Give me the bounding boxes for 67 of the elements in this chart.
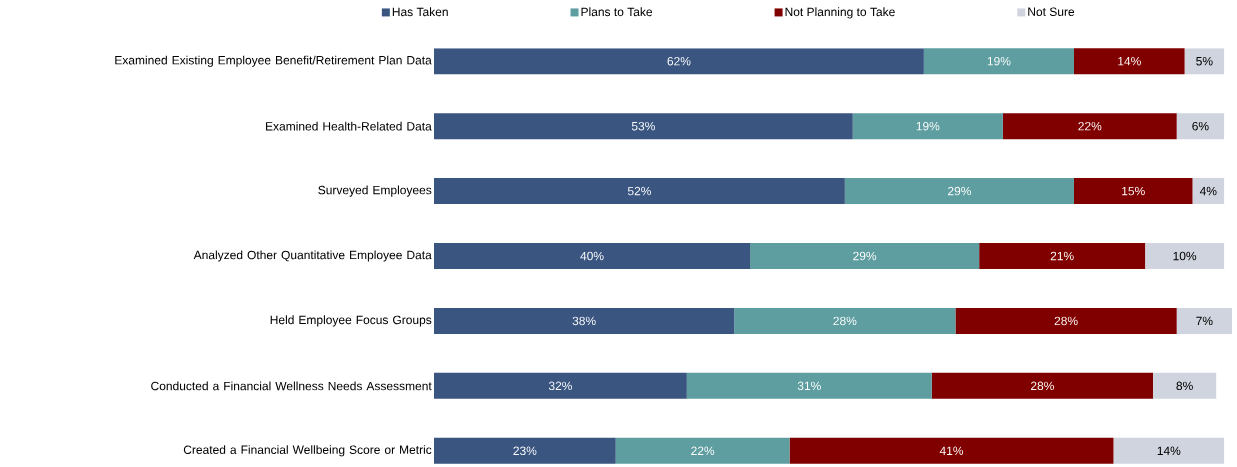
data-label: 62%	[667, 56, 691, 66]
bar	[615, 437, 790, 464]
bar	[1184, 48, 1225, 75]
bar	[1113, 437, 1225, 464]
data-label: 41%	[939, 446, 964, 455]
data-label: 23%	[513, 446, 537, 456]
data-label: 14%	[1118, 57, 1141, 66]
data-label: 29%	[853, 251, 877, 261]
data-label: 22%	[1078, 121, 1102, 131]
bar	[1073, 48, 1185, 75]
data-label: 52%	[627, 186, 652, 196]
data-label: 40%	[580, 251, 604, 261]
data-label: 7%	[1196, 316, 1213, 326]
bar	[1176, 307, 1232, 334]
bar	[434, 178, 845, 205]
data-label: 28%	[1054, 316, 1078, 326]
bar	[686, 372, 932, 399]
y-tick-label: Analyzed Other Quantitative Employee Data	[193, 250, 432, 262]
bar	[434, 372, 687, 399]
bar	[1002, 113, 1177, 140]
bar	[931, 372, 1153, 399]
bar	[1073, 178, 1193, 205]
bar	[1192, 178, 1225, 205]
y-tick-label: Held Employee Focus Groups	[270, 315, 432, 327]
y-tick-label: Conducted a Financial Wellness Needs Assessment	[151, 381, 432, 391]
bar	[434, 307, 735, 334]
data-label: 19%	[916, 121, 940, 131]
data-label: 28%	[833, 316, 857, 326]
data-label: 29%	[948, 186, 971, 196]
y-tick-label: Examined Existing Employee Benefit/Retirement Plan Data	[115, 55, 432, 67]
data-label: 22%	[691, 446, 715, 455]
data-label: 21%	[1050, 251, 1074, 261]
bar	[1145, 243, 1225, 269]
bar	[434, 48, 924, 75]
legend-label: Not Planning to Take	[785, 7, 895, 19]
y-tick-label: Examined Health-Related Data	[266, 121, 432, 131]
bar	[750, 243, 980, 269]
bar	[434, 113, 853, 140]
bar	[923, 48, 1074, 75]
data-label: 8%	[1176, 381, 1193, 391]
bar	[1152, 372, 1217, 399]
bar	[789, 437, 1114, 464]
bar	[434, 243, 751, 269]
bar	[852, 113, 1003, 140]
data-label: 19%	[987, 56, 1011, 66]
data-label: 14%	[1157, 446, 1181, 455]
data-label: 10%	[1173, 251, 1197, 261]
bar	[844, 178, 1074, 205]
data-label: 15%	[1122, 186, 1145, 196]
y-tick-label: Surveyed Employees	[318, 185, 432, 197]
data-label: 4%	[1199, 186, 1217, 196]
data-label: 28%	[1030, 381, 1054, 391]
y-tick-label: Created a Financial Wellbeing Score or Metric	[183, 445, 432, 457]
bar	[955, 307, 1177, 334]
legend-label: Has Taken	[392, 7, 448, 17]
data-label: 53%	[631, 121, 655, 131]
data-label: 31%	[797, 381, 821, 391]
data-label: 6%	[1192, 121, 1209, 131]
data-label: 32%	[548, 381, 572, 391]
legend-label: Not Sure	[1028, 7, 1075, 16]
bar	[434, 437, 616, 464]
legend-label: Plans to Take	[581, 7, 653, 17]
bar	[979, 243, 1146, 269]
data-label: 5%	[1196, 57, 1213, 66]
bar	[734, 307, 956, 334]
data-label: 38%	[572, 316, 596, 326]
bar	[1176, 113, 1225, 140]
